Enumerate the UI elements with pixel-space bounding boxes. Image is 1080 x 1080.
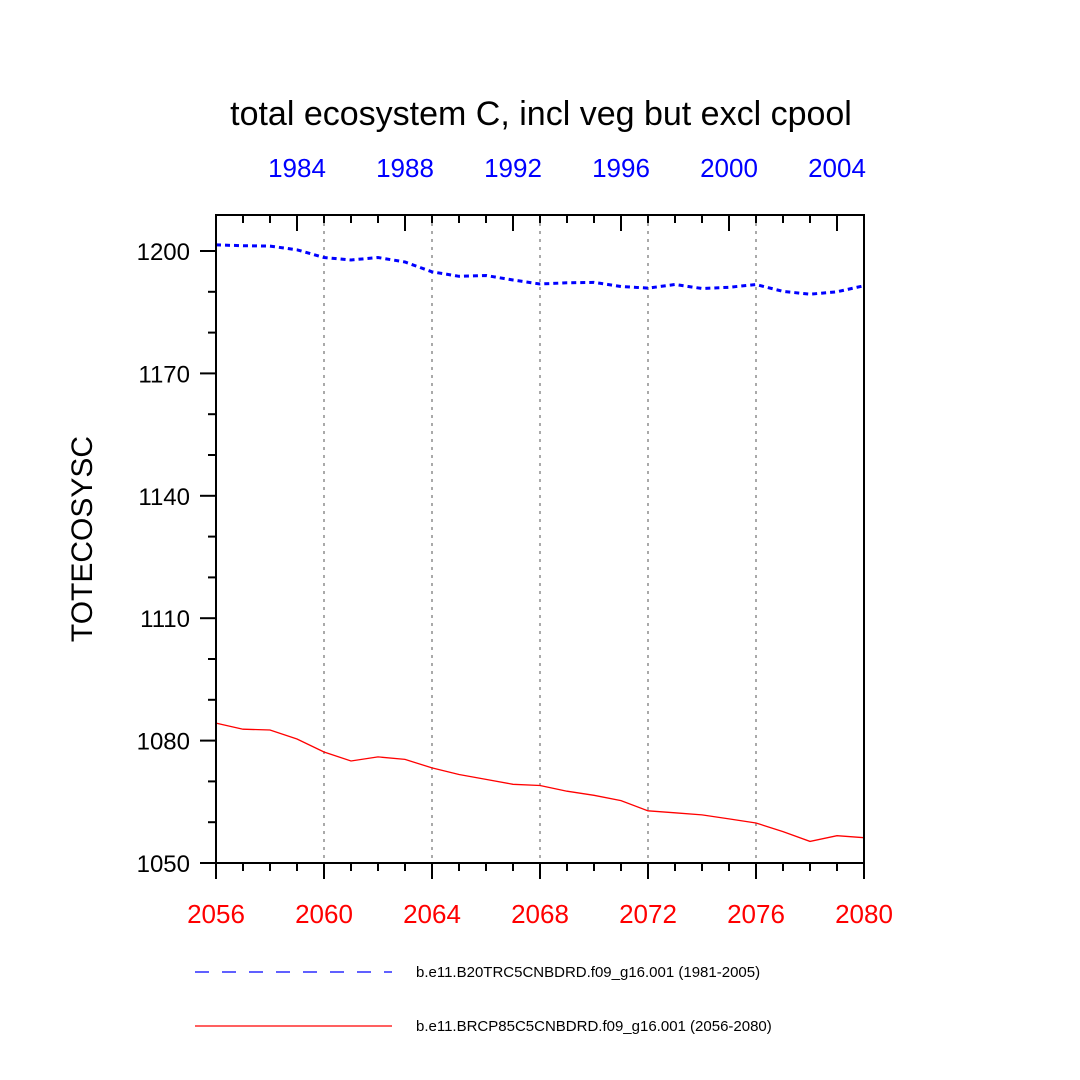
y-tick-label-1140: 1140 — [138, 484, 190, 511]
grid — [323, 215, 757, 863]
x-top-tick-label-2000: 2000 — [700, 153, 758, 183]
x-top-tick-label-1984: 1984 — [268, 153, 326, 183]
y-tick-label-1050: 1050 — [137, 851, 190, 878]
x-bottom-tick-label-2060: 2060 — [295, 899, 353, 929]
y-tick-label-1110: 1110 — [140, 606, 190, 633]
legend: b.e11.B20TRC5CNBDRD.f09_g16.001 (1981-20… — [195, 964, 772, 1035]
series-layer — [215, 243, 865, 843]
x-bottom-tick-label-2080: 2080 — [835, 899, 893, 929]
y-tick-label-1080: 1080 — [137, 729, 190, 756]
axis-ticks: 2056 2060 2064 2068 2072 2076 2080 1984 1988 1992… — [137, 153, 893, 929]
x-bottom-tick-label-2056: 2056 — [187, 899, 245, 929]
x-bottom-tick-label-2076: 2076 — [727, 899, 785, 929]
series-line-rcp85 — [215, 722, 865, 843]
y-tick-label-1200: 1200 — [137, 239, 190, 266]
x-bottom-tick-label-2072: 2072 — [619, 899, 677, 929]
x-top-tick-label-1992: 1992 — [484, 153, 542, 183]
x-bottom-tick-label-2068: 2068 — [511, 899, 569, 929]
legend-label-1: b.e11.B20TRC5CNBDRD.f09_g16.001 (1981-20… — [416, 964, 760, 981]
chart-title: total ecosystem C, incl veg but excl cpo… — [230, 95, 852, 133]
y-tick-label-1170: 1170 — [138, 361, 190, 388]
x-top-tick-label-1996: 1996 — [592, 153, 650, 183]
x-top-tick-label-1988: 1988 — [376, 153, 434, 183]
x-top-tick-label-2004: 2004 — [808, 153, 866, 183]
series-line-historical — [215, 243, 865, 296]
x-bottom-tick-label-2064: 2064 — [403, 899, 461, 929]
y-axis-label: TOTECOSYSC — [66, 436, 99, 642]
legend-label-2: b.e11.BRCP85C5CNBDRD.f09_g16.001 (2056-2… — [416, 1018, 772, 1035]
